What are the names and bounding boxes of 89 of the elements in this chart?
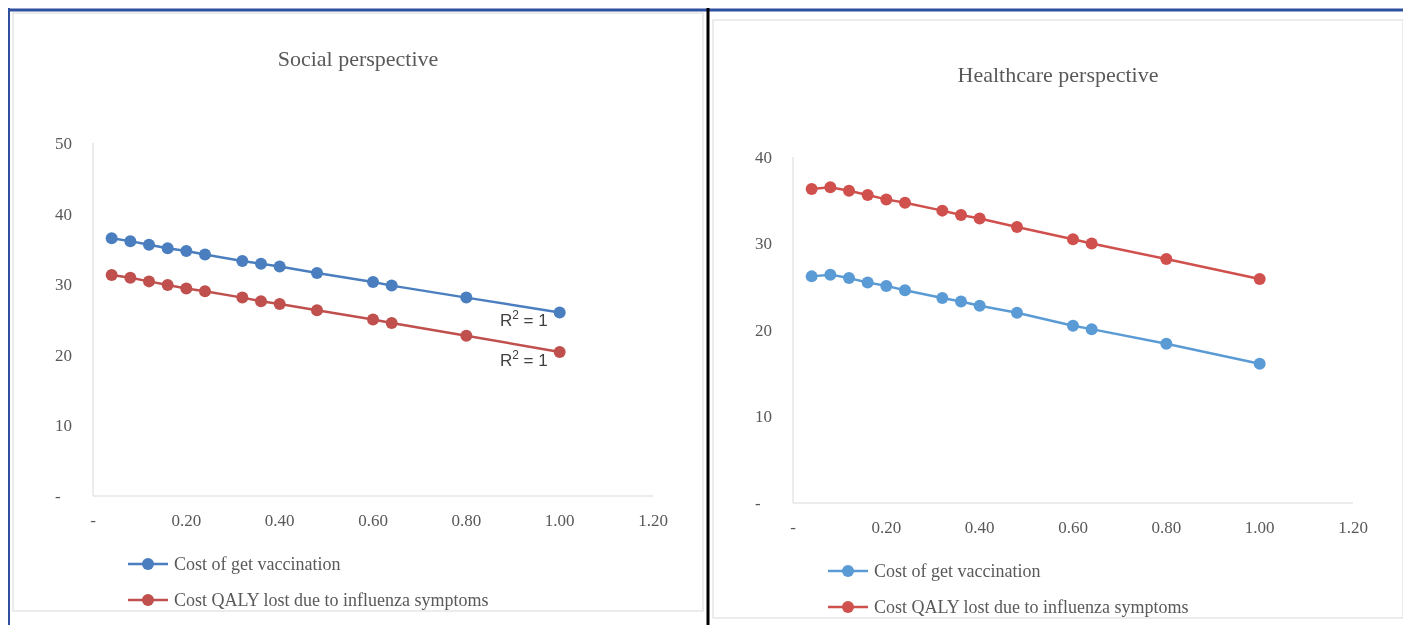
point bbox=[124, 271, 137, 284]
y-tick-label: 10 bbox=[55, 416, 72, 436]
point bbox=[805, 270, 818, 283]
point bbox=[880, 279, 893, 292]
point bbox=[255, 257, 267, 270]
x-tick-label: 0.60 bbox=[358, 511, 388, 530]
legend-label: Cost of get vaccination bbox=[174, 554, 341, 575]
chart-title: Social perspective bbox=[277, 46, 439, 71]
point bbox=[199, 285, 211, 298]
x-tick-label: 0.40 bbox=[264, 511, 295, 530]
point bbox=[973, 299, 986, 312]
y-tick-label: 40 bbox=[55, 204, 72, 224]
x-tick-label: 0.60 bbox=[1058, 518, 1088, 537]
point bbox=[367, 313, 379, 326]
point bbox=[843, 272, 855, 285]
y-tick-label: 50 bbox=[55, 133, 72, 153]
point bbox=[1160, 253, 1173, 266]
point bbox=[255, 295, 267, 308]
x-tick-label: 0.20 bbox=[871, 518, 902, 537]
y-tick-label: 20 bbox=[55, 345, 72, 365]
point bbox=[180, 245, 193, 258]
point bbox=[236, 291, 249, 304]
point bbox=[161, 242, 174, 255]
point bbox=[824, 268, 837, 281]
point bbox=[899, 196, 911, 209]
point bbox=[805, 183, 818, 196]
x-tick-label: 1.20 bbox=[1338, 518, 1368, 537]
point bbox=[936, 292, 949, 304]
x-tick-label: 0.40 bbox=[964, 518, 995, 537]
annotation: R$^{2}$ = 1 bbox=[499, 308, 548, 331]
point bbox=[311, 304, 323, 317]
point bbox=[460, 291, 473, 304]
legend-label: Cost QALY lost due to influenza symptoms bbox=[874, 597, 1189, 618]
point bbox=[1253, 357, 1266, 370]
x-tick-label: 1.20 bbox=[638, 511, 668, 530]
chart-title: Healthcare perspective bbox=[957, 62, 1159, 87]
point bbox=[124, 235, 137, 248]
point bbox=[1011, 306, 1023, 319]
y-tick-label: 10 bbox=[755, 407, 772, 427]
point bbox=[143, 238, 155, 251]
point bbox=[311, 266, 323, 279]
point bbox=[1011, 221, 1023, 234]
x-tick-label: 0.80 bbox=[451, 511, 482, 530]
point bbox=[385, 317, 398, 330]
point bbox=[180, 282, 193, 295]
point bbox=[861, 276, 874, 289]
annotation: R$^{2}$ = 1 bbox=[499, 347, 548, 370]
point bbox=[105, 232, 118, 245]
legend-label: Cost of get vaccination bbox=[874, 561, 1041, 582]
y-tick-label: 30 bbox=[55, 275, 72, 295]
point bbox=[1253, 272, 1266, 285]
point bbox=[824, 181, 837, 194]
y-tick-label: - bbox=[55, 486, 61, 506]
point bbox=[1085, 237, 1098, 250]
point bbox=[273, 297, 286, 310]
x-tick-label: 0.80 bbox=[1151, 518, 1182, 537]
point bbox=[105, 269, 118, 282]
point bbox=[843, 184, 855, 197]
point bbox=[367, 276, 379, 289]
point bbox=[973, 212, 986, 225]
point bbox=[955, 208, 967, 221]
legend-label: Cost QALY lost due to influenza symptoms bbox=[174, 590, 489, 611]
point bbox=[143, 275, 155, 288]
point bbox=[553, 345, 566, 358]
point bbox=[385, 279, 398, 292]
x-tick-label: - bbox=[790, 518, 797, 537]
y-tick-label: - bbox=[755, 493, 761, 513]
point bbox=[1067, 233, 1079, 246]
point bbox=[1067, 319, 1079, 332]
y-tick-label: 20 bbox=[755, 320, 772, 340]
point bbox=[880, 193, 893, 206]
point bbox=[460, 329, 473, 342]
point bbox=[199, 248, 211, 261]
x-tick-label: 1.00 bbox=[544, 511, 575, 530]
x-tick-label: 1.00 bbox=[1244, 518, 1275, 537]
point bbox=[273, 260, 286, 273]
point bbox=[1085, 323, 1098, 336]
point bbox=[936, 204, 949, 217]
y-tick-label: 30 bbox=[755, 234, 772, 254]
point bbox=[861, 189, 874, 202]
point bbox=[236, 254, 249, 267]
point bbox=[553, 306, 566, 319]
y-tick-label: 40 bbox=[755, 147, 772, 167]
point bbox=[1160, 337, 1173, 350]
point bbox=[955, 295, 967, 308]
point bbox=[899, 284, 911, 297]
point bbox=[161, 278, 174, 291]
x-tick-label: 0.20 bbox=[171, 511, 202, 530]
x-tick-label: - bbox=[90, 511, 97, 530]
